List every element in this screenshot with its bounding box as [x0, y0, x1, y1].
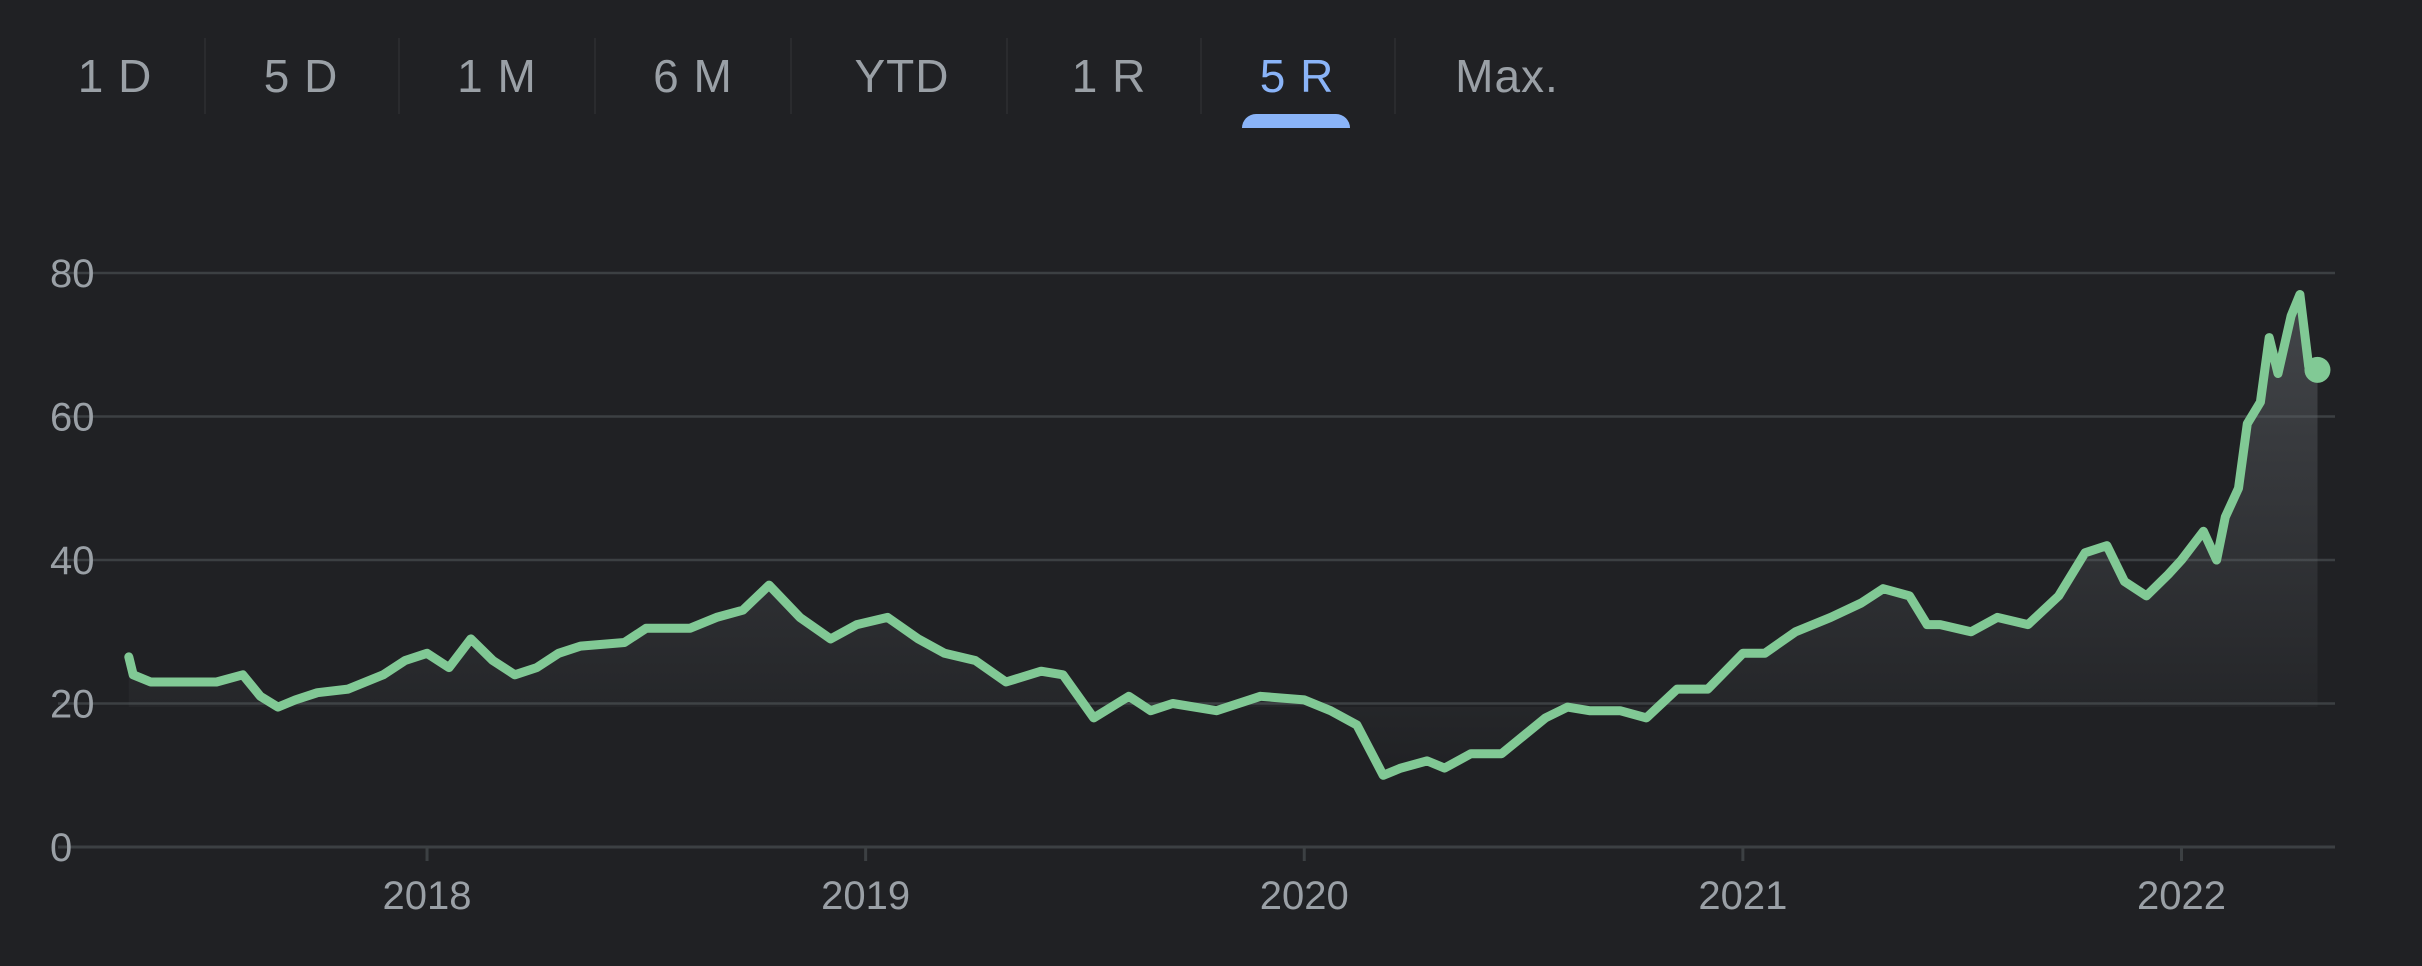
- tab-separator: [594, 38, 596, 114]
- tab-separator: [1006, 38, 1008, 114]
- y-tick-label: 0: [50, 826, 72, 870]
- tab-5-days[interactable]: 5 D: [263, 50, 339, 102]
- tab-separator: [398, 38, 400, 114]
- x-tick-label: 2018: [383, 874, 472, 918]
- tab-1-day[interactable]: 1 D: [77, 50, 153, 102]
- y-tick-label: 40: [50, 539, 95, 583]
- price-area-fill: [128, 294, 2318, 776]
- active-tab-indicator: [1242, 114, 1350, 128]
- last-price-point: [2304, 356, 2331, 383]
- tab-5-years[interactable]: 5 R: [1259, 50, 1335, 102]
- tab-separator: [204, 38, 206, 114]
- y-tick-label: 60: [50, 396, 95, 440]
- tab-separator: [1200, 38, 1202, 114]
- tab-separator: [790, 38, 792, 114]
- tab-max[interactable]: Max.: [1455, 50, 1559, 102]
- x-tick-label: 2021: [1698, 874, 1787, 918]
- y-tick-label: 80: [50, 252, 95, 296]
- tab-1-year[interactable]: 1 R: [1071, 50, 1147, 102]
- y-tick-label: 20: [50, 683, 95, 727]
- price-line: [124, 290, 2322, 780]
- x-tick-label: 2019: [821, 874, 910, 918]
- tab-ytd[interactable]: YTD: [854, 50, 950, 102]
- x-tick-label: 2020: [1260, 874, 1349, 918]
- x-tick-label: 2022: [2137, 874, 2226, 918]
- time-range-tabs: 1 D 5 D 1 M 6 M YTD 1 R 5 R Max.: [0, 0, 1600, 130]
- tab-6-months[interactable]: 6 M: [653, 50, 733, 102]
- tab-separator: [1394, 38, 1396, 114]
- tab-1-month[interactable]: 1 M: [457, 50, 537, 102]
